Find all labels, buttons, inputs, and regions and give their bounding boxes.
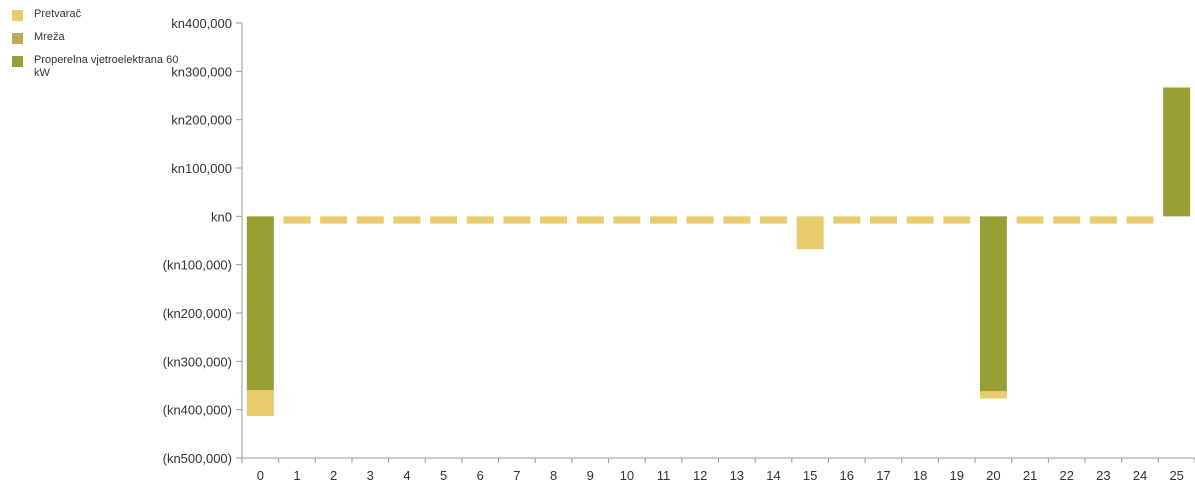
x-tick-label: 16 xyxy=(840,468,854,483)
y-tick-label: kn200,000 xyxy=(171,113,232,128)
y-tick-label: kn0 xyxy=(211,209,232,224)
bar-0-19 xyxy=(943,216,971,224)
legend-swatch-pretvarac xyxy=(12,10,23,21)
x-tick-label: 11 xyxy=(657,468,671,483)
bar-0-21 xyxy=(1016,216,1044,224)
legend-label-pretvarac: Pretvarač xyxy=(34,8,82,20)
bar-0-13 xyxy=(723,216,751,224)
y-tick-label: (kn200,000) xyxy=(163,306,232,321)
x-tick-label: 15 xyxy=(803,468,817,483)
x-tick-label: 6 xyxy=(477,468,484,483)
bar-0-4 xyxy=(393,216,421,224)
x-tick-label: 4 xyxy=(403,468,410,483)
bar-2-20 xyxy=(979,216,1007,392)
x-tick-label: 18 xyxy=(913,468,927,483)
bar-0-23 xyxy=(1089,216,1117,224)
x-tick-label: 23 xyxy=(1096,468,1110,483)
bar-0-25 xyxy=(1163,86,1191,88)
bar-2-25 xyxy=(1163,87,1191,217)
bar-0-9 xyxy=(576,216,604,224)
x-tick-label: 17 xyxy=(876,468,890,483)
x-tick-label: 9 xyxy=(587,468,594,483)
bar-0-1 xyxy=(283,216,311,224)
y-tick-label: kn300,000 xyxy=(171,64,232,79)
x-tick-label: 7 xyxy=(513,468,520,483)
bar-0-22 xyxy=(1053,216,1081,224)
bar-0-0 xyxy=(246,390,274,416)
bar-0-14 xyxy=(759,216,787,224)
x-tick-label: 1 xyxy=(293,468,300,483)
x-tick-label: 13 xyxy=(730,468,744,483)
bar-0-15 xyxy=(796,216,824,250)
y-tick-label: (kn500,000) xyxy=(163,451,232,466)
x-tick-label: 5 xyxy=(440,468,447,483)
x-tick-label: 22 xyxy=(1059,468,1073,483)
legend-item-pretvarac[interactable]: Pretvarač xyxy=(10,8,180,21)
bar-0-3 xyxy=(356,216,384,224)
y-tick-label: (kn300,000) xyxy=(163,354,232,369)
x-tick-label: 0 xyxy=(257,468,264,483)
legend-swatch-mreza xyxy=(12,33,23,44)
x-tick-label: 2 xyxy=(330,468,337,483)
legend-swatch-vjetroelektrana xyxy=(12,56,23,67)
y-tick-label: (kn400,000) xyxy=(163,403,232,418)
bar-0-10 xyxy=(613,216,641,224)
x-tick-label: 24 xyxy=(1133,468,1147,483)
x-tick-label: 10 xyxy=(620,468,634,483)
bar-0-6 xyxy=(466,216,494,224)
bar-0-8 xyxy=(540,216,568,224)
bar-2-0 xyxy=(246,216,274,391)
y-tick-label: kn100,000 xyxy=(171,161,232,176)
bar-0-11 xyxy=(650,216,678,224)
legend-item-vjetroelektrana[interactable]: Properelna vjetroelektrana 60 kW xyxy=(10,54,180,80)
x-tick-label: 20 xyxy=(986,468,1000,483)
bar-0-24 xyxy=(1126,216,1154,224)
x-tick-label: 12 xyxy=(693,468,707,483)
x-tick-label: 3 xyxy=(367,468,374,483)
bar-0-2 xyxy=(320,216,348,224)
bar-0-17 xyxy=(869,216,897,224)
bar-0-5 xyxy=(430,216,458,224)
legend-label-vjetroelektrana: Properelna vjetroelektrana 60 kW xyxy=(34,54,179,79)
bar-0-18 xyxy=(906,216,934,224)
x-tick-label: 8 xyxy=(550,468,557,483)
x-tick-label: 25 xyxy=(1169,468,1183,483)
legend: Pretvarač Mreža Properelna vjetroelektra… xyxy=(10,8,180,90)
legend-label-mreza: Mreža xyxy=(34,31,65,43)
bar-0-12 xyxy=(686,216,714,224)
bar-0-7 xyxy=(503,216,531,224)
legend-item-mreza[interactable]: Mreža xyxy=(10,31,180,44)
bar-0-16 xyxy=(833,216,861,224)
x-tick-label: 14 xyxy=(766,468,780,483)
x-tick-label: 21 xyxy=(1023,468,1037,483)
y-tick-label: (kn100,000) xyxy=(163,258,232,273)
y-tick-label: kn400,000 xyxy=(171,16,232,31)
x-tick-label: 19 xyxy=(950,468,964,483)
bar-0-20 xyxy=(979,391,1007,399)
